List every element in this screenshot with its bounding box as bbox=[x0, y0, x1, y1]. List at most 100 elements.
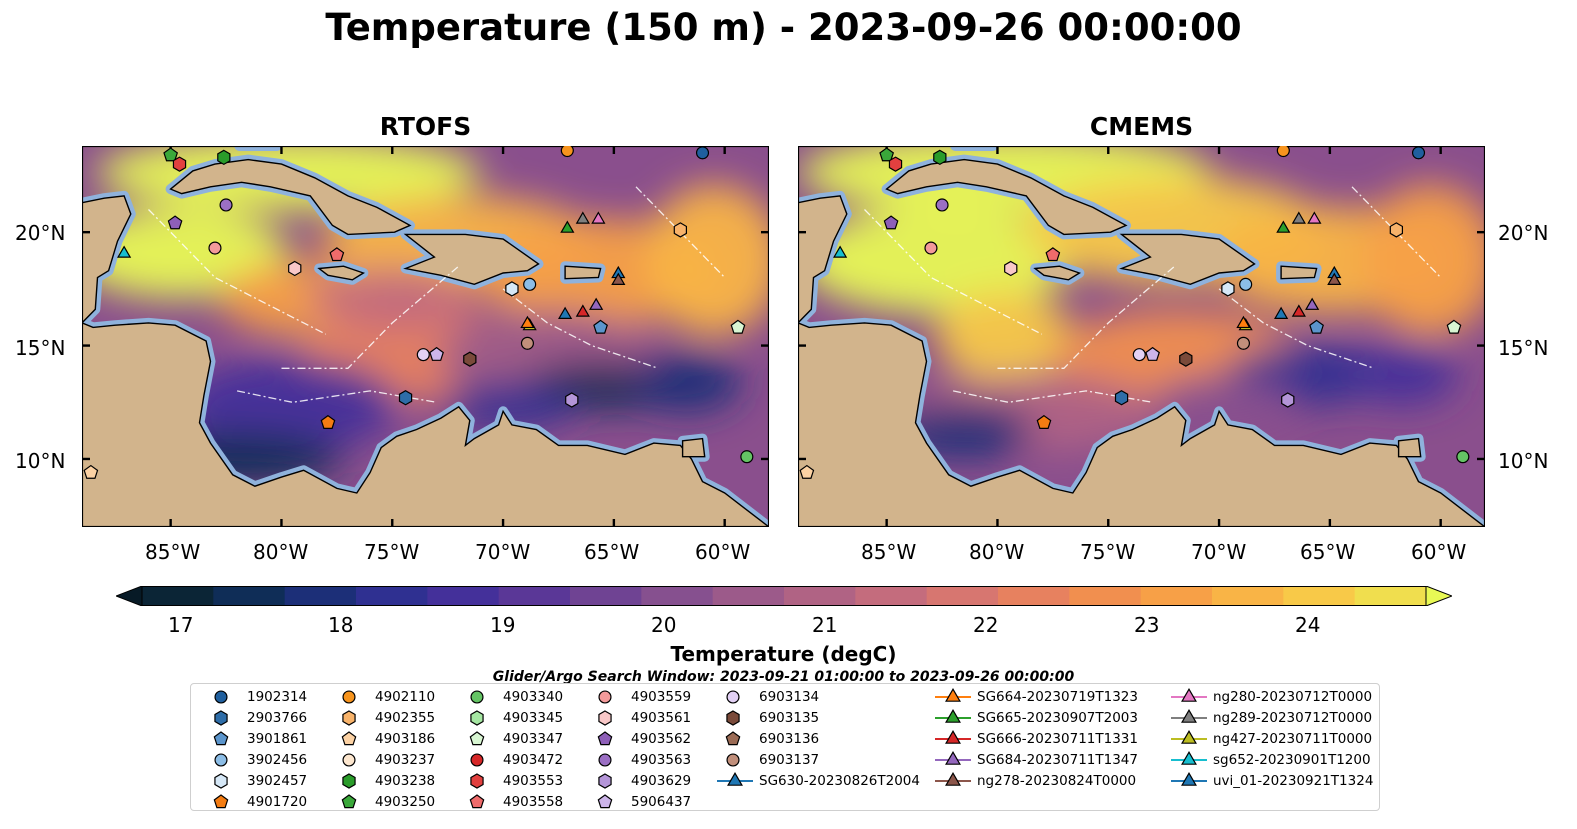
colorbar bbox=[116, 586, 1452, 606]
glider-marker bbox=[1276, 220, 1291, 233]
legend-label: 4902110 bbox=[375, 689, 436, 705]
legend-label: 6903137 bbox=[759, 752, 820, 768]
colorbar-tick-label: 18 bbox=[328, 613, 354, 637]
legend-label: 4903563 bbox=[631, 752, 692, 768]
colorbar-tick-label: 19 bbox=[490, 613, 516, 637]
legend-label: 4903559 bbox=[631, 689, 692, 705]
legend: 1902314 2903766 3901861 3902456 3902457 49017… bbox=[190, 683, 1380, 811]
argo-float-marker bbox=[730, 319, 746, 334]
colorbar-segment bbox=[213, 586, 286, 606]
land bbox=[317, 265, 366, 281]
legend-marker bbox=[598, 710, 612, 726]
argo-float-marker bbox=[219, 198, 233, 212]
land bbox=[1119, 233, 1256, 286]
land bbox=[1280, 265, 1318, 280]
legend-marker bbox=[342, 710, 356, 726]
legend-label: 1902314 bbox=[247, 689, 308, 705]
argo-float-marker bbox=[463, 351, 477, 367]
legend-marker bbox=[213, 731, 229, 746]
colorbar-tick-label: 17 bbox=[168, 613, 194, 637]
legend-marker bbox=[726, 690, 740, 704]
argo-float-marker bbox=[1456, 450, 1470, 464]
argo-float-marker bbox=[1236, 336, 1250, 350]
legend-label: 4901720 bbox=[247, 794, 308, 810]
argo-float-marker bbox=[1036, 414, 1052, 429]
legend-label: 4903347 bbox=[503, 731, 564, 747]
legend-marker bbox=[470, 710, 484, 726]
legend-marker bbox=[597, 794, 613, 809]
colorbar-segment bbox=[1212, 586, 1284, 606]
legend-marker bbox=[214, 690, 228, 704]
legend-marker bbox=[1181, 688, 1197, 702]
land bbox=[82, 322, 769, 527]
legend-marker bbox=[1181, 772, 1197, 786]
colorbar-segment bbox=[284, 586, 357, 606]
colorbar-segment bbox=[998, 586, 1070, 606]
glider-marker bbox=[558, 306, 573, 319]
lat-tick-label: 20°N bbox=[1498, 221, 1549, 245]
legend-marker bbox=[945, 730, 961, 744]
legend-marker bbox=[945, 772, 961, 786]
legend-label: 6903135 bbox=[759, 710, 820, 726]
legend-label: SG666-20230711T1331 bbox=[977, 731, 1138, 747]
colorbar-extend-min bbox=[116, 586, 143, 606]
argo-float-marker bbox=[1145, 346, 1160, 361]
legend-marker bbox=[469, 794, 485, 809]
search-window-text: Glider/Argo Search Window: 2023-09-21 01… bbox=[492, 669, 1075, 685]
lon-tick-label: 70°W bbox=[1191, 540, 1247, 564]
lon-tick-label: 75°W bbox=[1080, 540, 1136, 564]
argo-float-marker bbox=[1221, 281, 1235, 297]
argo-float-marker bbox=[163, 147, 179, 162]
land bbox=[798, 195, 848, 324]
legend-marker bbox=[342, 773, 356, 789]
argo-float-marker bbox=[1132, 348, 1146, 362]
legend-marker bbox=[214, 773, 228, 789]
glider-marker bbox=[591, 211, 606, 224]
glider-marker bbox=[1307, 211, 1322, 224]
legend-label: ng280-20230712T0000 bbox=[1213, 689, 1373, 705]
colorbar-segment bbox=[142, 586, 214, 606]
lon-tick-label: 65°W bbox=[584, 540, 640, 564]
colorbar-segment bbox=[570, 586, 642, 606]
argo-float-marker bbox=[888, 156, 903, 172]
lon-tick-label: 85°W bbox=[861, 540, 917, 564]
lon-tick-label: 60°W bbox=[1411, 540, 1467, 564]
legend-label: 6903136 bbox=[759, 731, 820, 747]
colorbar-segment bbox=[1140, 586, 1213, 606]
legend-label: 3901861 bbox=[247, 731, 308, 747]
legend-marker bbox=[1181, 751, 1197, 765]
land bbox=[681, 437, 706, 458]
legend-label: SG665-20230907T2003 bbox=[977, 710, 1138, 726]
lon-tick-label: 75°W bbox=[364, 540, 420, 564]
legend-label: 4903238 bbox=[375, 773, 436, 789]
argo-float-marker bbox=[695, 146, 710, 160]
legend-label: 4903237 bbox=[375, 752, 436, 768]
argo-float-marker bbox=[673, 222, 688, 238]
glider-marker bbox=[1236, 315, 1251, 329]
legend-marker bbox=[1181, 730, 1197, 744]
argo-float-marker bbox=[1281, 392, 1295, 408]
colorbar-segment bbox=[784, 586, 856, 606]
land bbox=[82, 195, 132, 324]
land bbox=[1397, 437, 1422, 458]
lon-tick-label: 80°W bbox=[969, 540, 1025, 564]
legend-marker bbox=[470, 773, 484, 789]
lon-tick-label: 65°W bbox=[1300, 540, 1356, 564]
lon-tick-label: 80°W bbox=[253, 540, 309, 564]
glider-marker bbox=[1291, 211, 1306, 224]
argo-float-marker bbox=[520, 336, 534, 350]
argo-float-marker bbox=[523, 277, 537, 291]
argo-float-marker bbox=[740, 450, 754, 464]
panel-title-rtofs: RTOFS bbox=[379, 112, 472, 141]
colorbar-segment bbox=[712, 586, 785, 606]
colorbar-label: Temperature (degC) bbox=[670, 642, 897, 666]
legend-label: 5906437 bbox=[631, 794, 692, 810]
land bbox=[1033, 265, 1082, 281]
glider-marker bbox=[611, 272, 626, 285]
legend-label: 4903562 bbox=[631, 731, 692, 747]
glider-marker bbox=[117, 245, 132, 258]
legend-marker bbox=[598, 753, 612, 767]
argo-float-marker bbox=[167, 215, 183, 230]
legend-marker bbox=[470, 690, 484, 704]
argo-float-marker bbox=[1411, 146, 1426, 160]
